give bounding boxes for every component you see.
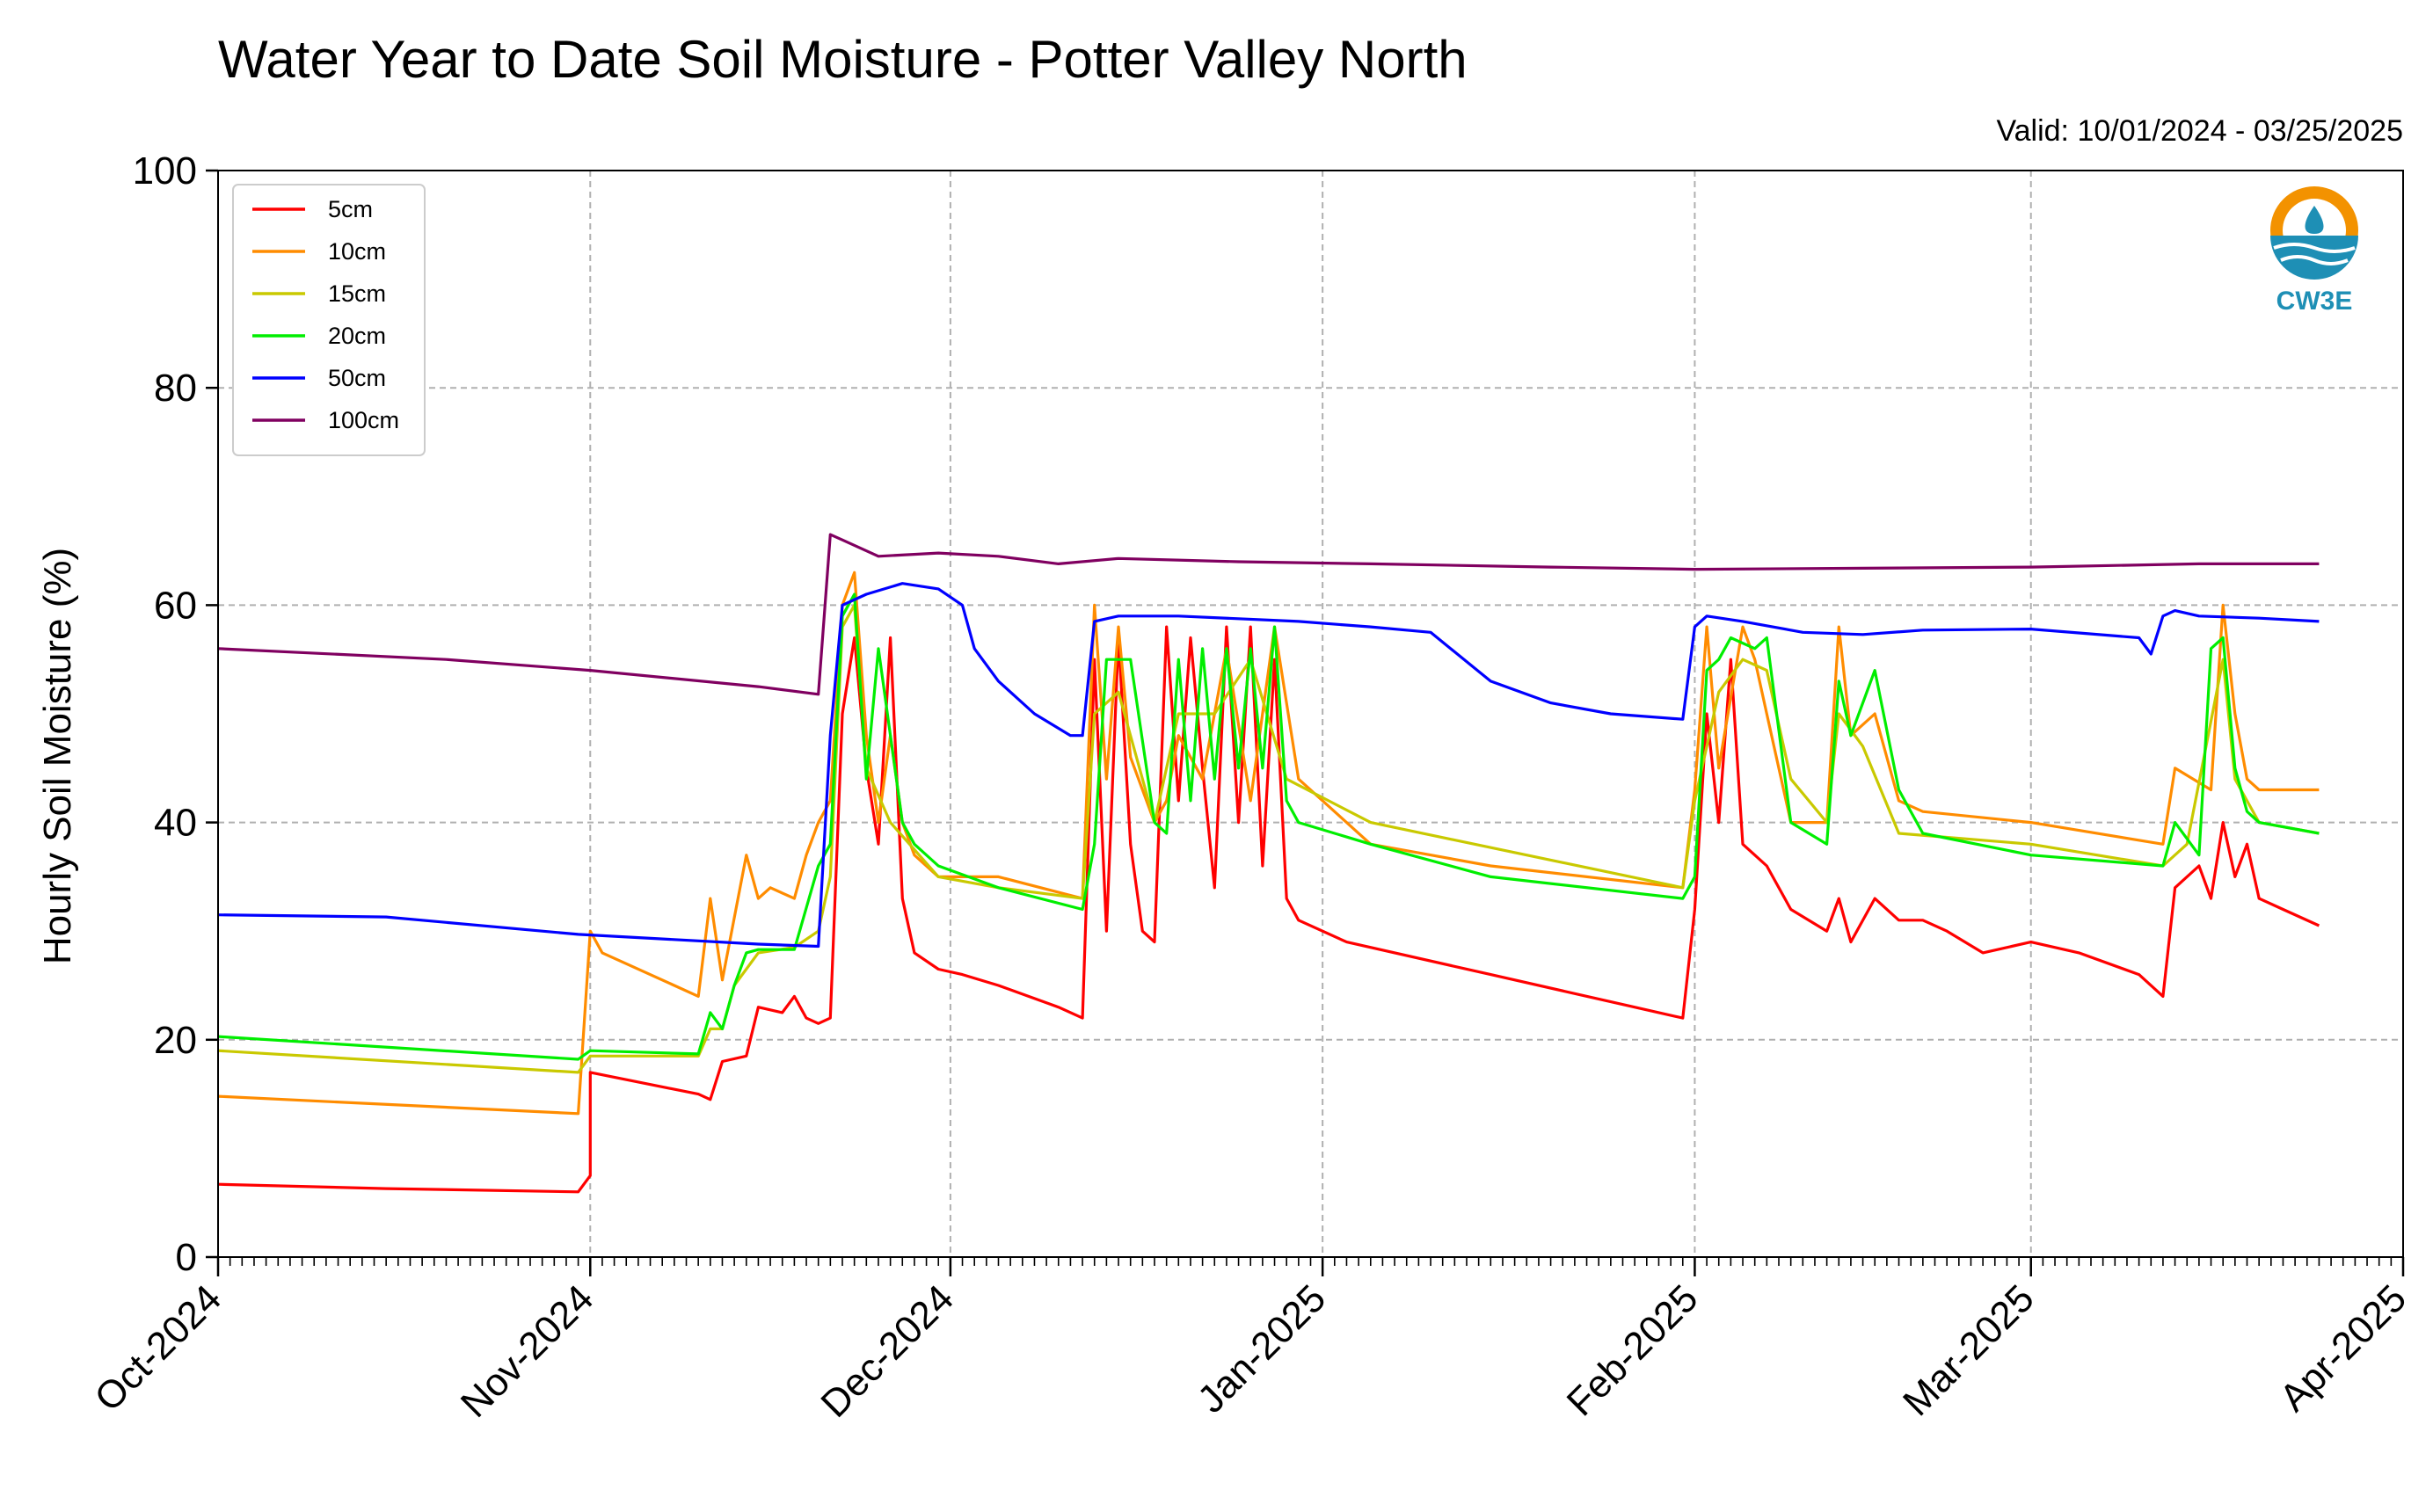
series-line-50cm bbox=[217, 582, 2320, 949]
series-line-100cm bbox=[217, 533, 2320, 696]
series-line-10cm bbox=[217, 571, 2320, 1116]
series-line-5cm bbox=[217, 625, 2320, 1194]
y-tick-label: 20 bbox=[154, 1019, 197, 1062]
legend-label: 10cm bbox=[328, 238, 386, 265]
series-lines bbox=[217, 533, 2320, 1194]
y-tick-label: 0 bbox=[176, 1236, 197, 1279]
cw3e-logo: CW3E bbox=[2270, 186, 2358, 316]
chart-title: Water Year to Date Soil Moisture - Potte… bbox=[218, 30, 1468, 89]
legend: 5cm 10cm 15cm 20cm 50cm 100cm bbox=[232, 184, 426, 456]
legend-label: 15cm bbox=[328, 280, 386, 307]
logo-text: CW3E bbox=[2276, 287, 2353, 316]
legend-label: 5cm bbox=[328, 196, 373, 222]
y-tick-label: 100 bbox=[133, 149, 197, 193]
legend-label: 20cm bbox=[328, 323, 386, 349]
logo-drop-icon bbox=[2305, 206, 2324, 234]
y-tick-label: 60 bbox=[154, 584, 197, 627]
y-axis-label: Hourly Soil Moisture (%) bbox=[36, 548, 79, 964]
legend-label: 50cm bbox=[328, 365, 386, 391]
logo-water-icon bbox=[2270, 236, 2358, 280]
series-line-15cm bbox=[217, 603, 2320, 1074]
plot-frame bbox=[217, 170, 2404, 1258]
legend-label: 100cm bbox=[328, 407, 399, 433]
y-tick-label: 40 bbox=[154, 802, 197, 845]
valid-range-label: Valid: 10/01/2024 - 03/25/2025 bbox=[1996, 114, 2403, 148]
y-tick-label: 80 bbox=[154, 367, 197, 410]
